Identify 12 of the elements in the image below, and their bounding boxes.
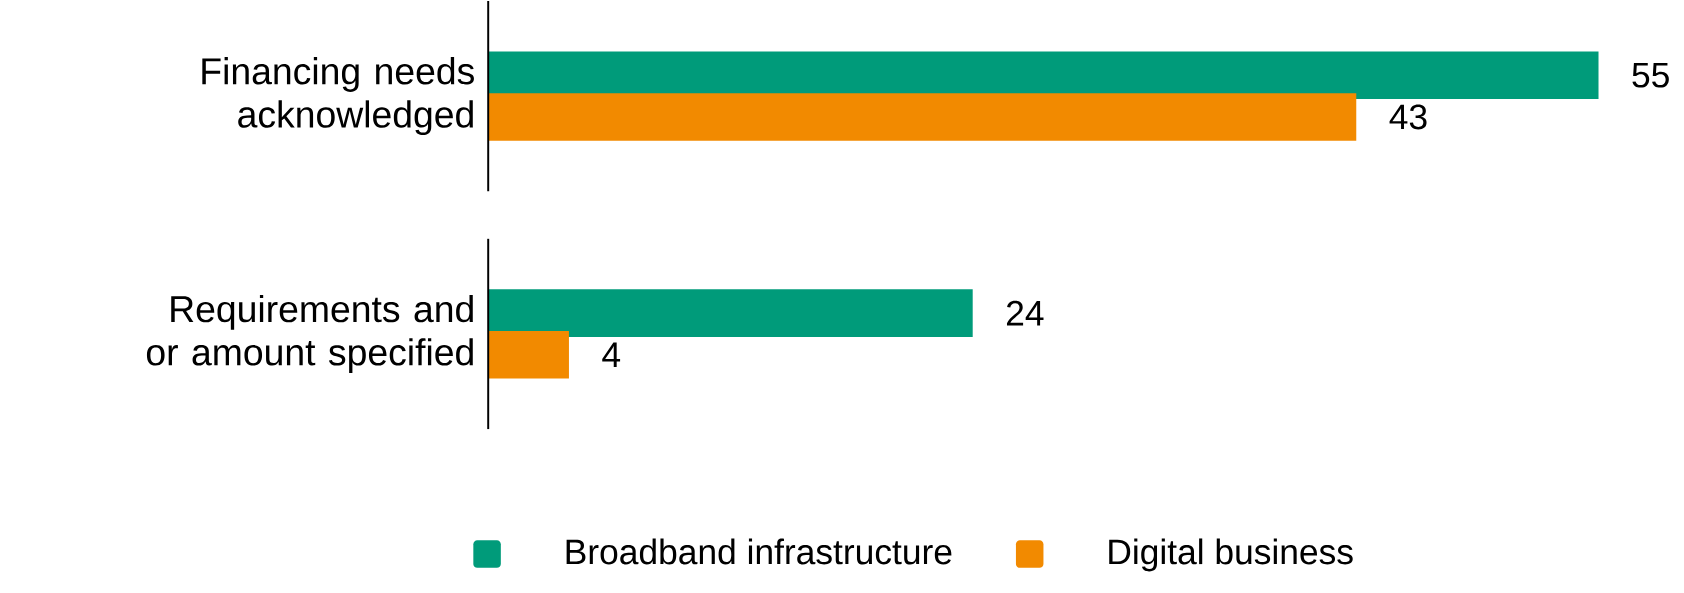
data-label: 24 bbox=[1006, 300, 1044, 326]
data-label: 43 bbox=[1389, 104, 1427, 130]
y-tick-label: Financing needs acknowledged bbox=[202, 56, 474, 135]
bar bbox=[488, 51, 1599, 99]
bar bbox=[488, 330, 569, 379]
data-label: 55 bbox=[1632, 62, 1669, 88]
y-tick-label: Requirements and or amount specified bbox=[146, 294, 473, 373]
bar bbox=[488, 289, 973, 337]
legend-label: Broadband infrastructure bbox=[566, 538, 952, 565]
data-label: 4 bbox=[602, 342, 621, 367]
bar bbox=[488, 93, 1357, 141]
legend-label: Digital business bbox=[1109, 538, 1353, 572]
